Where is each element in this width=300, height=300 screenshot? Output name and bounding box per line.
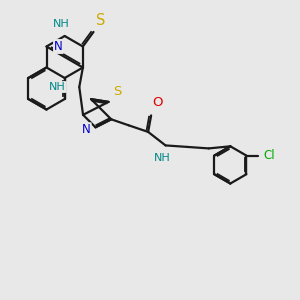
Text: O: O [153, 96, 163, 110]
Text: S: S [96, 14, 105, 28]
Text: NH: NH [53, 20, 70, 29]
Text: N: N [54, 40, 63, 53]
Text: NH: NH [49, 82, 66, 92]
Text: S: S [113, 85, 121, 98]
Text: Cl: Cl [263, 149, 275, 162]
Text: NH: NH [154, 153, 170, 163]
Text: N: N [82, 123, 91, 136]
